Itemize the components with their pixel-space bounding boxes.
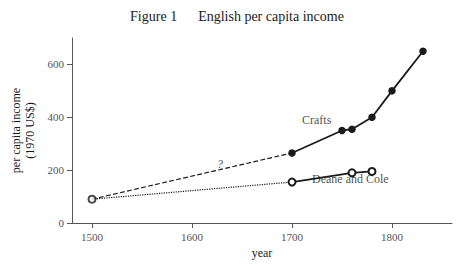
svg-text:(1970 US$): (1970 US$)	[23, 102, 37, 158]
svg-text:Deane and Cole: Deane and Cole	[312, 172, 389, 186]
svg-text:400: 400	[48, 111, 65, 123]
svg-text:per capita income: per capita income	[9, 88, 23, 173]
svg-text:1800: 1800	[381, 231, 404, 243]
svg-text:Figure 1 English per capi: Figure 1 English per capita income	[130, 9, 344, 24]
svg-text:0: 0	[59, 217, 65, 229]
svg-text:?: ?	[217, 157, 223, 171]
svg-text:year: year	[252, 246, 273, 260]
svg-text:1600: 1600	[181, 231, 204, 243]
svg-text:1700: 1700	[281, 231, 304, 243]
svg-text:600: 600	[48, 58, 65, 70]
svg-text:1500: 1500	[81, 231, 104, 243]
svg-text:Crafts: Crafts	[302, 113, 332, 127]
svg-text:200: 200	[48, 164, 65, 176]
